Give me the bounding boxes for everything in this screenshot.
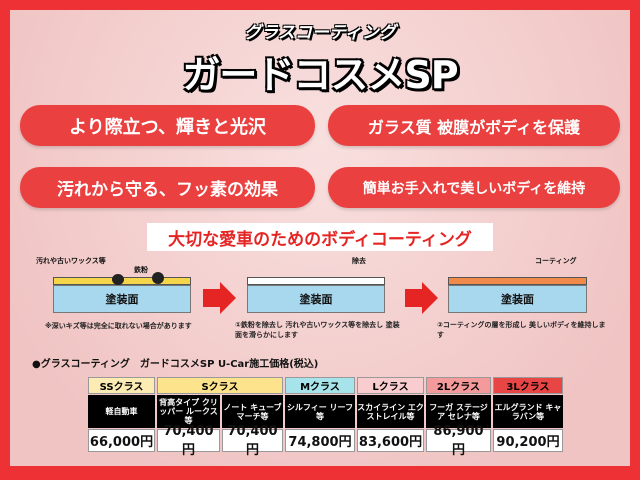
paint-surface: 塗装面 <box>53 285 191 313</box>
car-models: ノート キューブ マーチ等 <box>222 395 283 428</box>
feature-pill: より際立つ、輝きと光沢 <box>20 105 315 146</box>
car-models: 軽自動車 <box>88 395 155 428</box>
price-value: 83,600円 <box>357 429 424 452</box>
section-title: 大切な愛車のためのボディコーティング <box>147 223 493 251</box>
class-header: SSクラス <box>88 377 155 394</box>
removal-label: 除去 <box>352 257 366 265</box>
coating-layer <box>448 277 587 285</box>
dirt-label: 汚れや古いワックス等 <box>36 257 106 265</box>
price-value: 74,800円 <box>285 429 355 452</box>
price-value: 70,400円 <box>157 424 220 458</box>
paint-surface: 塗装面 <box>448 285 587 313</box>
arrow-right-icon <box>405 282 438 314</box>
paint-surface: 塗装面 <box>247 285 385 313</box>
price-value: 86,900円 <box>426 424 491 458</box>
car-models: フーガ ステージア セレナ等 <box>426 395 491 428</box>
class-header: Lクラス <box>357 377 424 394</box>
iron-particle <box>112 274 124 285</box>
caption: ※深いキズ等は完全に取れない場合があります <box>45 322 192 330</box>
price-value: 66,000円 <box>88 429 155 452</box>
iron-label: 鉄粉 <box>134 266 148 274</box>
price-value: 70,400円 <box>222 424 283 458</box>
caption: ②コーティングの層を形成し 美しいボディを維持します <box>437 321 606 339</box>
coating-label: コーティング <box>535 257 577 265</box>
class-header: 3Lクラス <box>493 377 563 394</box>
subtitle: グラスコーティング <box>244 23 396 43</box>
product-title: ガードコスメSP <box>182 53 458 97</box>
car-models: スカイライン エクストレイル等 <box>357 395 424 428</box>
car-models: 背高タイプ クリッパー ルークス等 <box>157 395 220 428</box>
caption: ①鉄粉を除去し 汚れや古いワックス等を除去し 塗装面を滑らかにします <box>235 321 400 339</box>
car-models: シルフィー リーフ等 <box>285 395 355 428</box>
feature-pill: 汚れから守る、フッ素の効果 <box>20 167 315 208</box>
price-value: 90,200円 <box>493 429 563 452</box>
price-heading: ●グラスコーティング ガードコスメSP U-Car施工価格(税込) <box>32 359 319 370</box>
clean-layer <box>247 277 385 285</box>
iron-particle <box>152 272 164 284</box>
class-header: 2Lクラス <box>426 377 491 394</box>
feature-pill: ガラス質 被膜がボディを保護 <box>328 105 620 146</box>
car-models: エルグランド キャラバン等 <box>493 395 563 428</box>
class-header: Mクラス <box>285 377 355 394</box>
class-header: Sクラス <box>157 377 283 394</box>
arrow-right-icon <box>203 282 236 314</box>
feature-pill: 簡単お手入れで美しいボディを維持 <box>328 167 620 208</box>
